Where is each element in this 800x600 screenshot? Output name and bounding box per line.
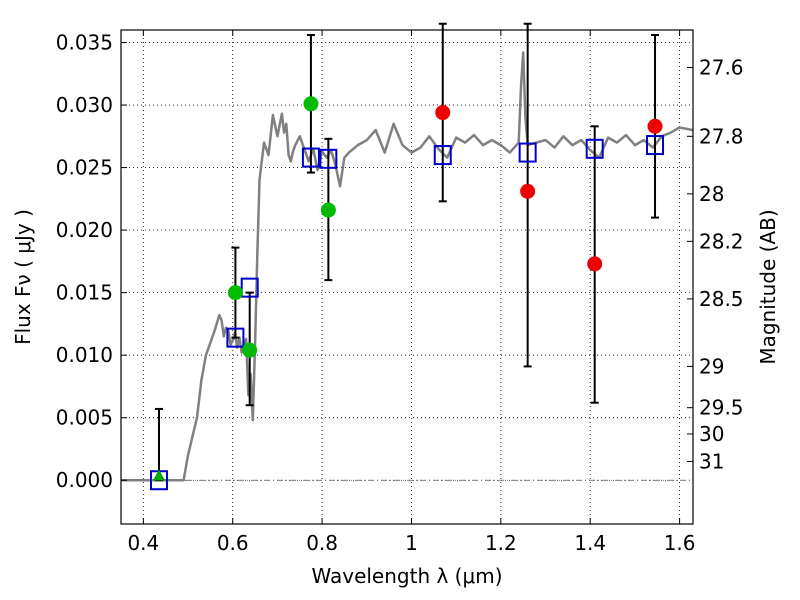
right-tick-label: 30 xyxy=(699,422,724,446)
x-tick-label: 0.6 xyxy=(217,531,249,555)
right-axis-title: Magnitude (AB) xyxy=(756,209,780,364)
spectrum-series xyxy=(121,51,694,482)
green-data-point xyxy=(303,96,319,112)
spectrum-line xyxy=(121,51,694,482)
right-tick-label: 28.5 xyxy=(699,287,744,311)
right-tick-label: 27.6 xyxy=(699,56,744,80)
y-tick-label: 0.035 xyxy=(56,31,113,55)
y-tick-label: 0.020 xyxy=(56,218,113,242)
axis-ticks xyxy=(121,30,693,524)
right-tick-label: 27.8 xyxy=(699,124,744,148)
x-axis-title: Wavelength λ (μm) xyxy=(311,564,502,588)
green-data-point xyxy=(242,342,258,358)
model-square-point xyxy=(301,147,320,168)
right-tick-label: 31 xyxy=(699,449,724,473)
green-data-point xyxy=(227,285,243,301)
red-data-point xyxy=(587,256,603,272)
model-square-point xyxy=(240,277,259,298)
model-square-point xyxy=(518,142,537,163)
y-tick-label: 0.030 xyxy=(56,93,113,117)
y-tick-label: 0.015 xyxy=(56,281,113,305)
error-bars xyxy=(154,22,660,482)
y-tick-label: 0.025 xyxy=(56,156,113,180)
model-square-point xyxy=(585,138,604,159)
y-tick-label: 0.005 xyxy=(56,406,113,430)
plot-frame xyxy=(120,29,694,525)
x-tick-label: 1.6 xyxy=(664,531,696,555)
y-tick-label: 0.010 xyxy=(56,343,113,367)
model-square-point xyxy=(433,145,452,166)
x-tick-label: 1 xyxy=(405,531,418,555)
right-tick-label: 29.5 xyxy=(699,396,744,420)
x-tick-label: 1.4 xyxy=(574,531,606,555)
green-data-point xyxy=(320,202,336,218)
model-square-point xyxy=(319,148,338,169)
markers xyxy=(149,96,665,491)
x-tick-label: 1.2 xyxy=(485,531,517,555)
red-data-point xyxy=(520,183,536,199)
grid-lines xyxy=(121,30,693,524)
right-tick-labels: 27.6 27.8 28 28.2 28.5 29 29.530 31 xyxy=(699,56,744,474)
x-tick-labels: 0.4 0.6 0.8 1 1.2 1.4 1.6 xyxy=(127,531,695,555)
model-square-point xyxy=(646,135,665,156)
right-tick-label: 29 xyxy=(699,354,724,378)
model-square-point xyxy=(226,327,245,348)
green-triangle-point xyxy=(152,469,165,481)
y-tick-label: 0.000 xyxy=(56,468,113,492)
red-data-point xyxy=(435,105,451,121)
x-tick-label: 0.8 xyxy=(306,531,338,555)
right-tick-label: 28.2 xyxy=(699,229,744,253)
red-data-point xyxy=(647,118,663,134)
x-tick-label: 0.4 xyxy=(127,531,159,555)
right-tick-label: 28 xyxy=(699,182,724,206)
y-tick-labels: 0.000 0.005 0.010 0.015 0.020 0.025 0.030 0.035 xyxy=(56,31,113,493)
y-axis-title: Flux Fν ( μJy ) xyxy=(11,209,35,345)
